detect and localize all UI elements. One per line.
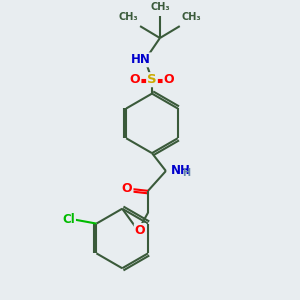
Text: NH: NH [171,164,191,178]
Text: O: O [164,73,174,86]
Text: CH₃: CH₃ [150,2,170,12]
Text: CH₃: CH₃ [182,12,201,22]
Text: O: O [122,182,133,195]
Text: CH₃: CH₃ [118,12,138,22]
Text: HN: HN [131,53,151,66]
Text: Cl: Cl [62,213,75,226]
Text: H: H [182,168,190,178]
Text: S: S [147,73,157,86]
Text: O: O [135,224,146,237]
Text: O: O [130,73,140,86]
